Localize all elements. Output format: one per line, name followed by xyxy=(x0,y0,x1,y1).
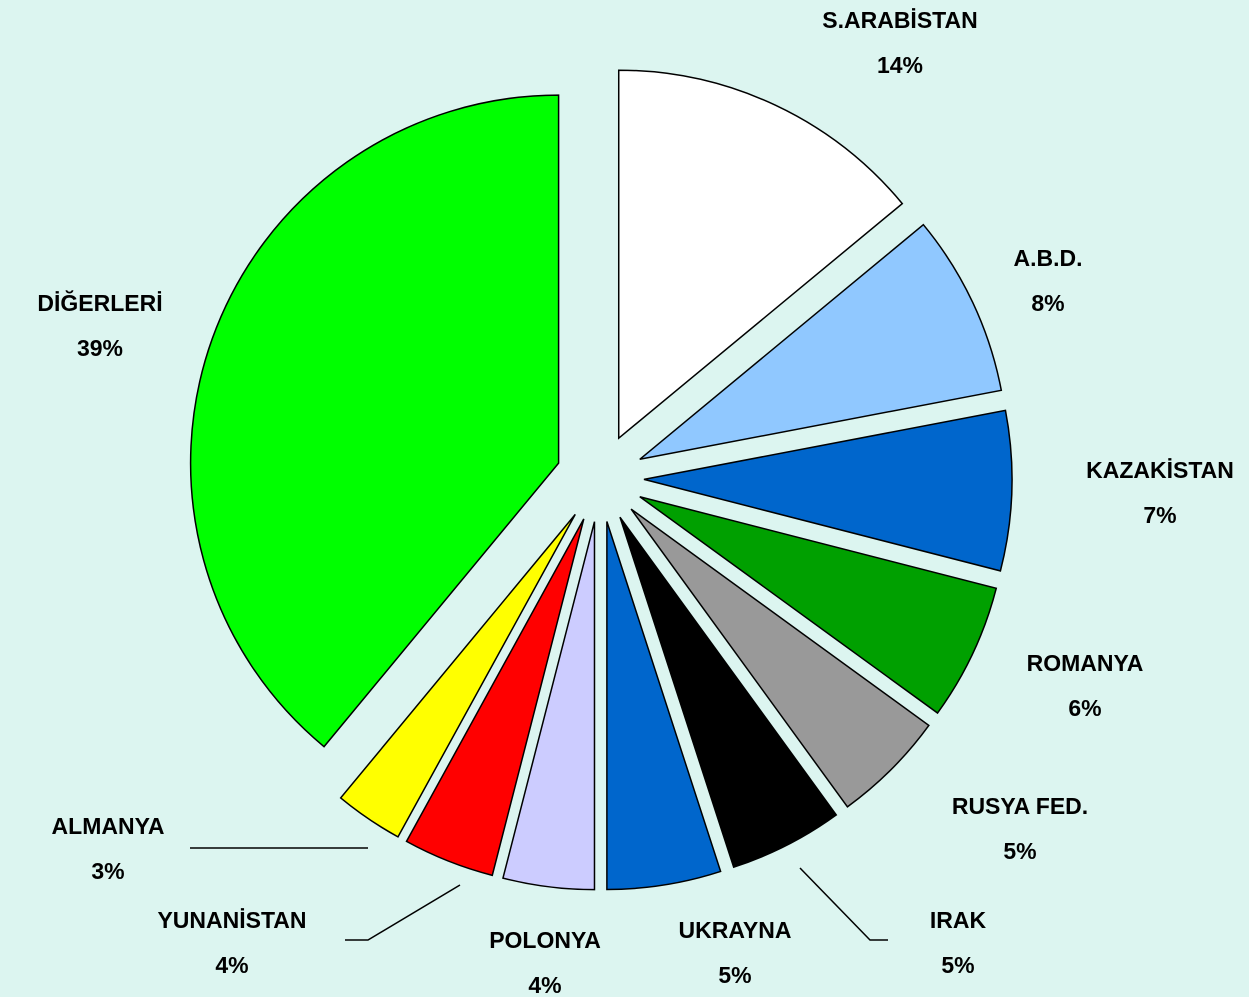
slice-value-label: 39% xyxy=(77,335,123,361)
slice-value-label: 14% xyxy=(877,52,923,78)
slice-label: KAZAKİSTAN xyxy=(1086,457,1234,483)
slice-label: POLONYA xyxy=(489,927,601,953)
slice-label: RUSYA FED. xyxy=(952,793,1088,819)
slice-value-label: 7% xyxy=(1143,502,1176,528)
slice-label: ROMANYA xyxy=(1027,650,1144,676)
slice-value-label: 5% xyxy=(941,952,974,978)
pie-slice xyxy=(619,516,838,869)
pie-slice xyxy=(617,69,904,440)
pie-slice xyxy=(630,508,930,808)
slice-label: UKRAYNA xyxy=(679,917,792,943)
slice-value-label: 5% xyxy=(1003,838,1036,864)
slice-value-label: 4% xyxy=(528,972,561,997)
slice-value-label: 4% xyxy=(215,952,248,978)
slice-value-label: 3% xyxy=(91,858,124,884)
slice-value-label: 6% xyxy=(1068,695,1101,721)
pie-slice xyxy=(639,496,998,715)
pie-slice xyxy=(502,521,596,891)
pie-slice xyxy=(339,513,576,838)
pie-slice xyxy=(606,521,722,891)
slice-label: ALMANYA xyxy=(52,813,165,839)
slice-label: DİĞERLERİ xyxy=(37,289,162,316)
slice-label: IRAK xyxy=(930,907,987,933)
pie-slice xyxy=(405,518,585,877)
pie-slice xyxy=(643,409,1013,572)
slice-value-label: 5% xyxy=(718,962,751,988)
slice-label: YUNANİSTAN xyxy=(157,907,306,933)
leader-line xyxy=(345,884,461,941)
slice-value-label: 8% xyxy=(1031,290,1064,316)
leader-line xyxy=(799,867,888,941)
pie-slice xyxy=(189,94,560,748)
pie-slice xyxy=(639,223,1003,461)
slice-label: A.B.D. xyxy=(1014,245,1083,271)
slice-label: S.ARABİSTAN xyxy=(822,7,977,33)
